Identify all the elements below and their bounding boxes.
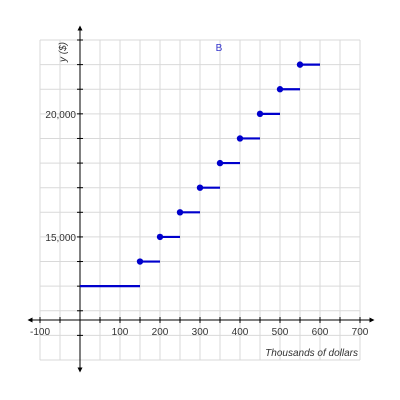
y-tick-label: 15,000 xyxy=(45,233,76,244)
x-tick-label: 100 xyxy=(112,327,129,338)
closed-endpoint xyxy=(176,209,184,216)
x-axis-title: Thousands of dollars xyxy=(265,348,358,359)
closed-endpoint xyxy=(136,258,144,265)
closed-endpoint xyxy=(216,159,224,167)
x-tick-label: -100 xyxy=(30,327,50,338)
closed-endpoint xyxy=(236,135,244,142)
x-tick-label: 400 xyxy=(232,327,249,338)
x-tick-label: 500 xyxy=(272,327,289,338)
grid xyxy=(39,39,361,361)
x-tick-label: 200 xyxy=(152,327,169,338)
closed-endpoint xyxy=(256,110,264,118)
y-tick-label: 20,000 xyxy=(45,110,76,121)
closed-endpoint xyxy=(276,86,284,93)
tick-labels: -100 100 200 300 400 500 600 700 15,000 20,000 xyxy=(30,110,369,338)
step-series xyxy=(80,61,320,288)
closed-endpoint xyxy=(196,184,204,191)
closed-endpoint xyxy=(156,233,164,241)
closed-endpoint xyxy=(296,61,304,68)
x-tick-label: 700 xyxy=(352,327,369,338)
chart-title: B xyxy=(216,43,223,54)
axes xyxy=(27,25,375,373)
x-tick-label: 600 xyxy=(312,327,329,338)
x-tick-label: 300 xyxy=(192,327,209,338)
y-axis-title: y ($) xyxy=(58,42,69,63)
